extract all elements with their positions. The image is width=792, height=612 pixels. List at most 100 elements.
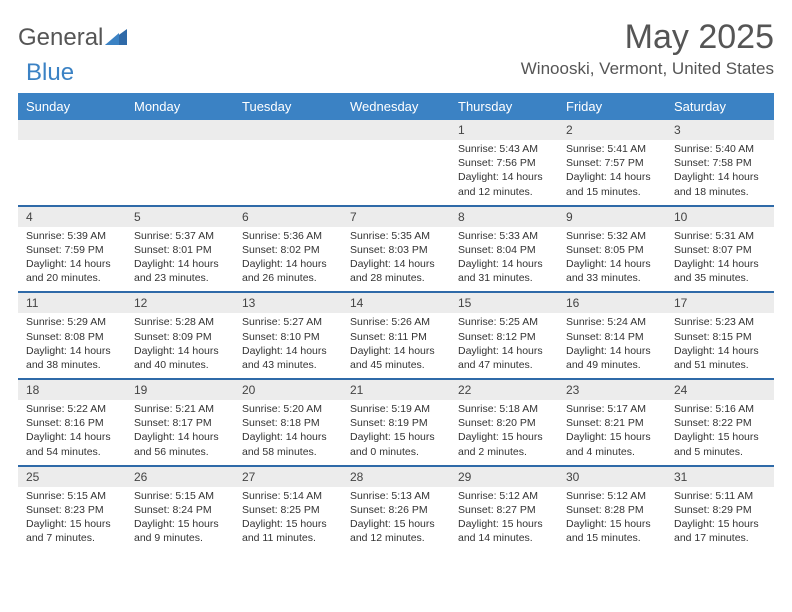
day-cell: Sunrise: 5:15 AM Sunset: 8:23 PM Dayligh… — [18, 487, 126, 552]
day-cell: Sunrise: 5:33 AM Sunset: 8:04 PM Dayligh… — [450, 227, 558, 292]
daynum: 5 — [126, 207, 234, 227]
day-cell: Sunrise: 5:15 AM Sunset: 8:24 PM Dayligh… — [126, 487, 234, 552]
daynum: 16 — [558, 293, 666, 313]
daynum: 30 — [558, 467, 666, 487]
day-cell: Sunrise: 5:27 AM Sunset: 8:10 PM Dayligh… — [234, 313, 342, 378]
daynum: 25 — [18, 467, 126, 487]
day-cell — [18, 140, 126, 205]
daynum: 22 — [450, 380, 558, 400]
day-cell: Sunrise: 5:29 AM Sunset: 8:08 PM Dayligh… — [18, 313, 126, 378]
daynum: 9 — [558, 207, 666, 227]
day-cell — [234, 140, 342, 205]
day-cell: Sunrise: 5:31 AM Sunset: 8:07 PM Dayligh… — [666, 227, 774, 292]
daynum: 23 — [558, 380, 666, 400]
daynum: 29 — [450, 467, 558, 487]
day-cell: Sunrise: 5:19 AM Sunset: 8:19 PM Dayligh… — [342, 400, 450, 465]
weeks-container: 123Sunrise: 5:43 AM Sunset: 7:56 PM Dayl… — [18, 120, 774, 551]
daynum — [234, 120, 342, 140]
calendar: SundayMondayTuesdayWednesdayThursdayFrid… — [18, 93, 774, 551]
daynum: 24 — [666, 380, 774, 400]
brand-part2: Blue — [26, 59, 74, 87]
daynum: 10 — [666, 207, 774, 227]
daynum-row: 11121314151617 — [18, 293, 774, 313]
daynum: 1 — [450, 120, 558, 140]
day-cell: Sunrise: 5:17 AM Sunset: 8:21 PM Dayligh… — [558, 400, 666, 465]
week-0: 123Sunrise: 5:43 AM Sunset: 7:56 PM Dayl… — [18, 120, 774, 205]
day-cell — [342, 140, 450, 205]
location-text: Winooski, Vermont, United States — [521, 59, 774, 79]
day-cell: Sunrise: 5:21 AM Sunset: 8:17 PM Dayligh… — [126, 400, 234, 465]
daynum-row: 45678910 — [18, 207, 774, 227]
data-row: Sunrise: 5:22 AM Sunset: 8:16 PM Dayligh… — [18, 400, 774, 465]
day-cell: Sunrise: 5:12 AM Sunset: 8:27 PM Dayligh… — [450, 487, 558, 552]
day-cell: Sunrise: 5:22 AM Sunset: 8:16 PM Dayligh… — [18, 400, 126, 465]
weekday-friday: Friday — [558, 93, 666, 120]
day-cell: Sunrise: 5:11 AM Sunset: 8:29 PM Dayligh… — [666, 487, 774, 552]
data-row: Sunrise: 5:15 AM Sunset: 8:23 PM Dayligh… — [18, 487, 774, 552]
daynum: 26 — [126, 467, 234, 487]
daynum: 21 — [342, 380, 450, 400]
day-cell: Sunrise: 5:24 AM Sunset: 8:14 PM Dayligh… — [558, 313, 666, 378]
day-cell — [126, 140, 234, 205]
weekday-header: SundayMondayTuesdayWednesdayThursdayFrid… — [18, 93, 774, 120]
day-cell: Sunrise: 5:25 AM Sunset: 8:12 PM Dayligh… — [450, 313, 558, 378]
day-cell: Sunrise: 5:26 AM Sunset: 8:11 PM Dayligh… — [342, 313, 450, 378]
week-1: 45678910Sunrise: 5:39 AM Sunset: 7:59 PM… — [18, 205, 774, 292]
weekday-saturday: Saturday — [666, 93, 774, 120]
day-cell: Sunrise: 5:12 AM Sunset: 8:28 PM Dayligh… — [558, 487, 666, 552]
day-cell: Sunrise: 5:37 AM Sunset: 8:01 PM Dayligh… — [126, 227, 234, 292]
day-cell: Sunrise: 5:40 AM Sunset: 7:58 PM Dayligh… — [666, 140, 774, 205]
brand-logo: General — [18, 24, 127, 52]
daynum — [18, 120, 126, 140]
day-cell: Sunrise: 5:41 AM Sunset: 7:57 PM Dayligh… — [558, 140, 666, 205]
daynum-row: 123 — [18, 120, 774, 140]
brand-part1: General — [18, 24, 103, 52]
title-block: May 2025 Winooski, Vermont, United State… — [521, 18, 774, 79]
daynum: 14 — [342, 293, 450, 313]
weekday-monday: Monday — [126, 93, 234, 120]
daynum: 20 — [234, 380, 342, 400]
day-cell: Sunrise: 5:43 AM Sunset: 7:56 PM Dayligh… — [450, 140, 558, 205]
week-2: 11121314151617Sunrise: 5:29 AM Sunset: 8… — [18, 291, 774, 378]
week-4: 25262728293031Sunrise: 5:15 AM Sunset: 8… — [18, 465, 774, 552]
daynum: 11 — [18, 293, 126, 313]
day-cell: Sunrise: 5:39 AM Sunset: 7:59 PM Dayligh… — [18, 227, 126, 292]
weekday-sunday: Sunday — [18, 93, 126, 120]
data-row: Sunrise: 5:43 AM Sunset: 7:56 PM Dayligh… — [18, 140, 774, 205]
day-cell: Sunrise: 5:14 AM Sunset: 8:25 PM Dayligh… — [234, 487, 342, 552]
daynum: 15 — [450, 293, 558, 313]
daynum: 28 — [342, 467, 450, 487]
daynum: 2 — [558, 120, 666, 140]
daynum: 13 — [234, 293, 342, 313]
day-cell: Sunrise: 5:18 AM Sunset: 8:20 PM Dayligh… — [450, 400, 558, 465]
week-3: 18192021222324Sunrise: 5:22 AM Sunset: 8… — [18, 378, 774, 465]
daynum: 17 — [666, 293, 774, 313]
daynum: 31 — [666, 467, 774, 487]
daynum: 7 — [342, 207, 450, 227]
month-title: May 2025 — [521, 18, 774, 57]
daynum: 12 — [126, 293, 234, 313]
day-cell: Sunrise: 5:16 AM Sunset: 8:22 PM Dayligh… — [666, 400, 774, 465]
weekday-tuesday: Tuesday — [234, 93, 342, 120]
day-cell: Sunrise: 5:35 AM Sunset: 8:03 PM Dayligh… — [342, 227, 450, 292]
daynum: 27 — [234, 467, 342, 487]
daynum: 19 — [126, 380, 234, 400]
day-cell: Sunrise: 5:23 AM Sunset: 8:15 PM Dayligh… — [666, 313, 774, 378]
weekday-thursday: Thursday — [450, 93, 558, 120]
data-row: Sunrise: 5:29 AM Sunset: 8:08 PM Dayligh… — [18, 313, 774, 378]
day-cell: Sunrise: 5:20 AM Sunset: 8:18 PM Dayligh… — [234, 400, 342, 465]
daynum-row: 25262728293031 — [18, 467, 774, 487]
daynum: 6 — [234, 207, 342, 227]
brand-triangle-icon — [105, 24, 127, 52]
weekday-wednesday: Wednesday — [342, 93, 450, 120]
day-cell: Sunrise: 5:13 AM Sunset: 8:26 PM Dayligh… — [342, 487, 450, 552]
daynum: 8 — [450, 207, 558, 227]
daynum — [342, 120, 450, 140]
day-cell: Sunrise: 5:28 AM Sunset: 8:09 PM Dayligh… — [126, 313, 234, 378]
daynum: 4 — [18, 207, 126, 227]
daynum: 3 — [666, 120, 774, 140]
day-cell: Sunrise: 5:32 AM Sunset: 8:05 PM Dayligh… — [558, 227, 666, 292]
day-cell: Sunrise: 5:36 AM Sunset: 8:02 PM Dayligh… — [234, 227, 342, 292]
daynum: 18 — [18, 380, 126, 400]
daynum-row: 18192021222324 — [18, 380, 774, 400]
